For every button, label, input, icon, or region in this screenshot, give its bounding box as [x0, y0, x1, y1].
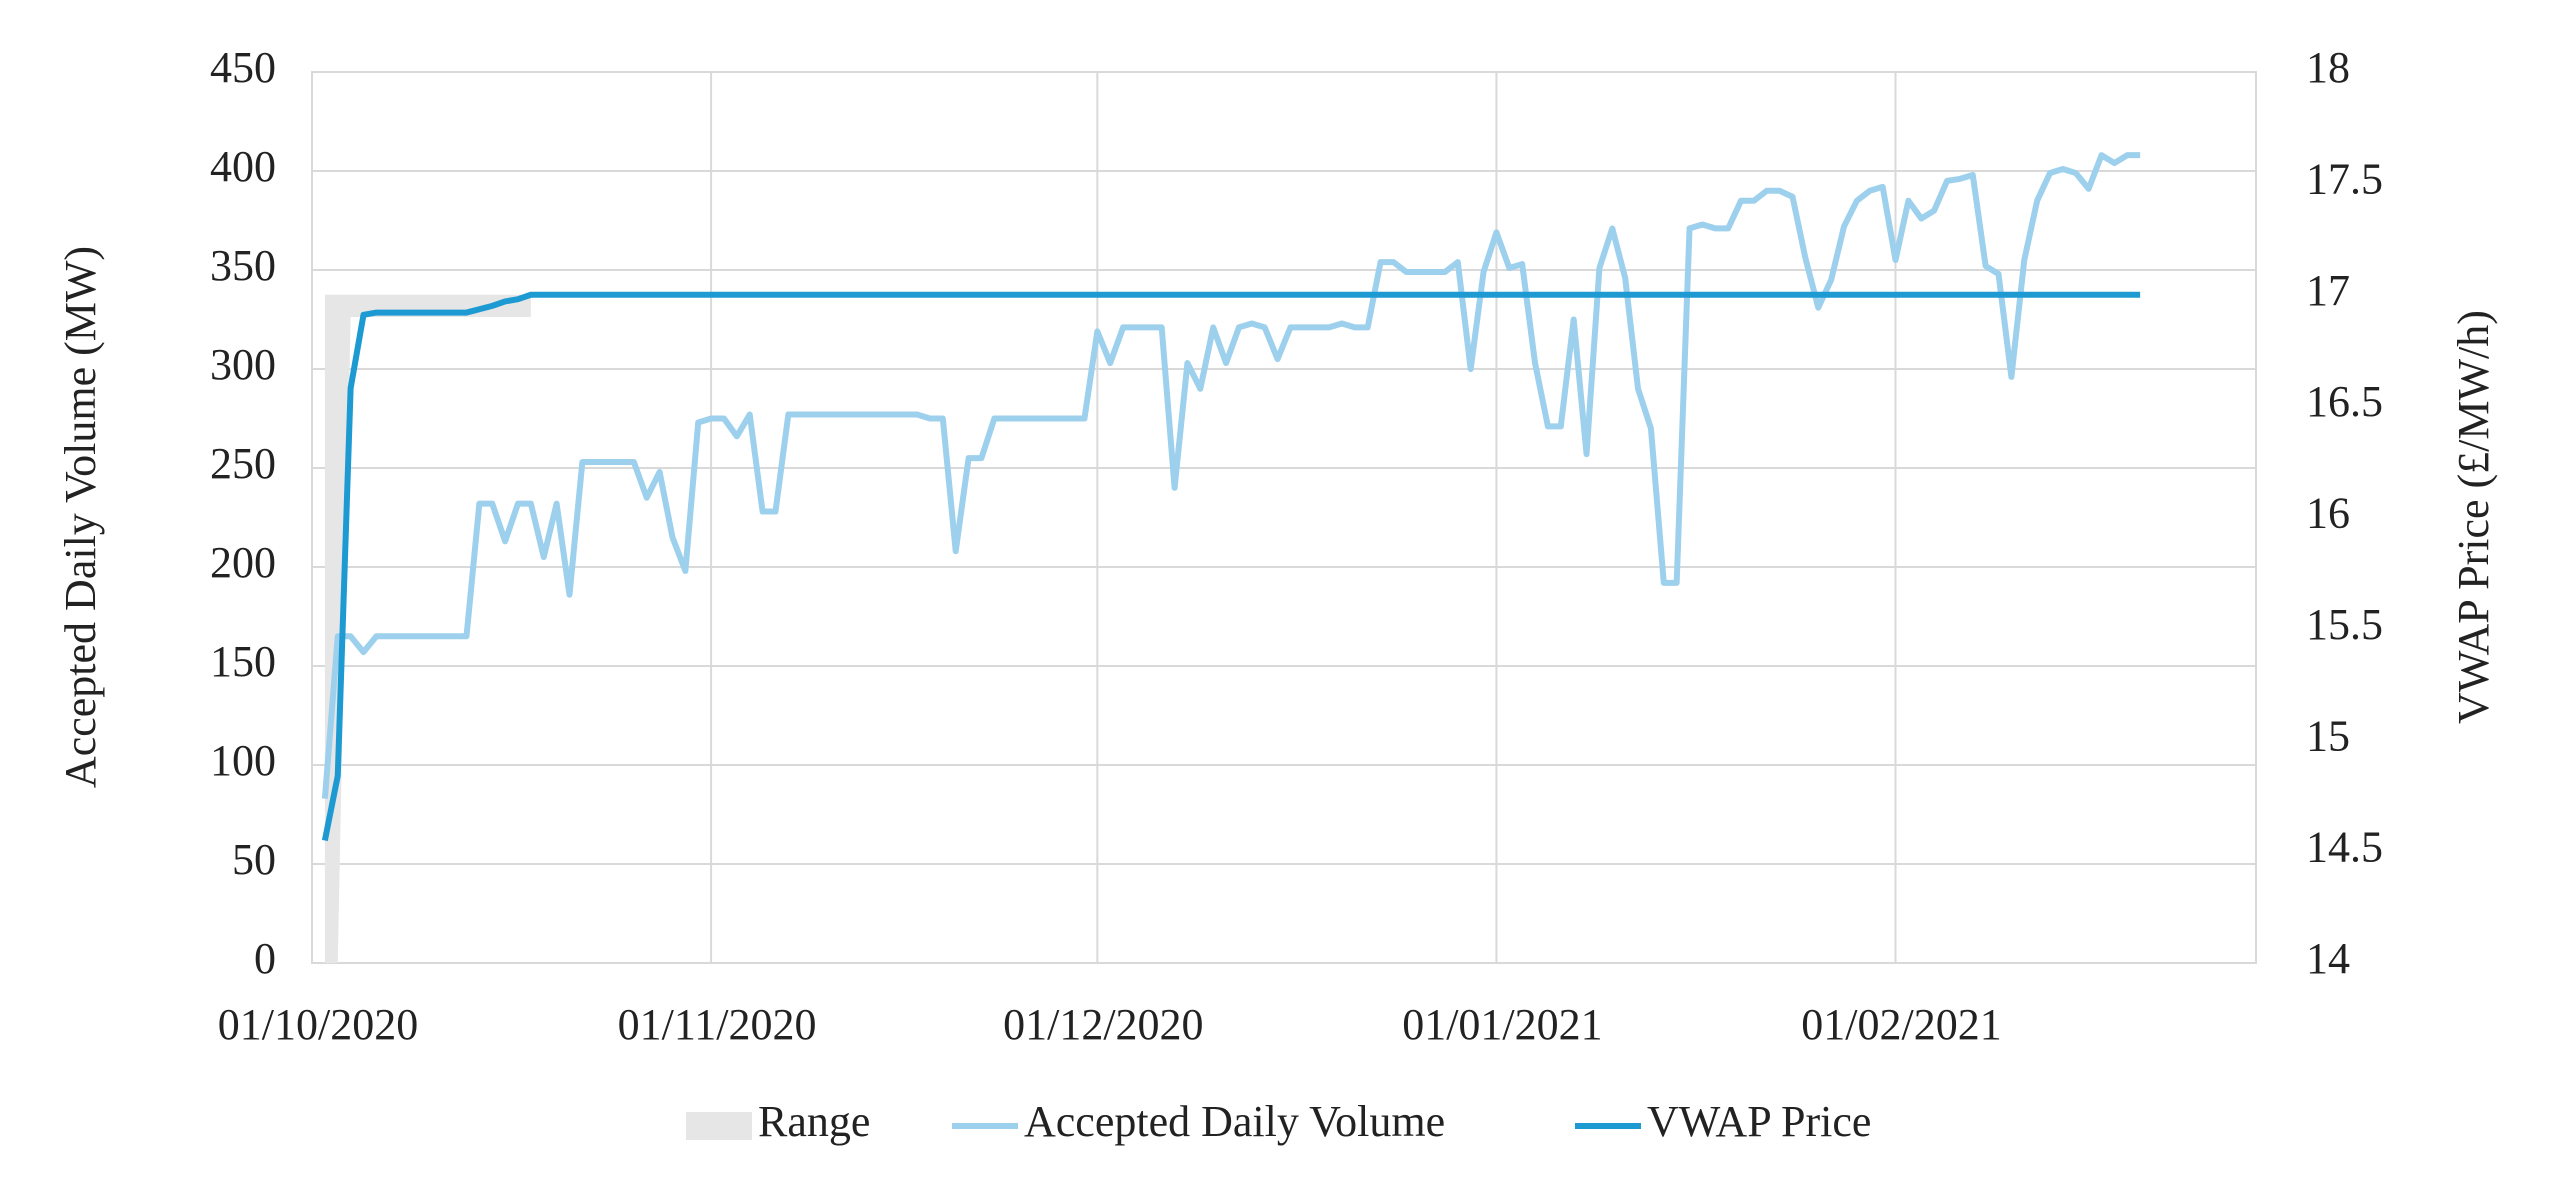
y-tick-label: 350 [210, 241, 276, 290]
y2-tick-label: 18 [2306, 43, 2350, 92]
y2-tick-label: 15 [2306, 711, 2350, 760]
y2-tick-label: 16 [2306, 489, 2350, 538]
legend-label: Accepted Daily Volume [1024, 1097, 1445, 1146]
y-tick-label: 200 [210, 538, 276, 587]
layer [321, 152, 2141, 963]
series-line [321, 152, 2141, 799]
y-tick-label: 400 [210, 142, 276, 191]
y2-axis-title: VWAP Price (£/MW/h) [2449, 310, 2498, 724]
y2-tick-label: 16.5 [2306, 377, 2383, 426]
y2-tick-label: 17.5 [2306, 154, 2383, 203]
legend-label: Range [758, 1097, 870, 1146]
y2-tick-label: 17 [2306, 266, 2350, 315]
y-tick-label: 300 [210, 340, 276, 389]
range-area [324, 294, 531, 963]
legend-swatch [686, 1112, 752, 1140]
y2-tick-label: 14 [2306, 934, 2350, 983]
y2-tick-label: 15.5 [2306, 600, 2383, 649]
y-tick-label: 250 [210, 439, 276, 488]
x-tick-label: 01/01/2021 [1402, 1000, 1602, 1049]
x-tick-label: 01/11/2020 [618, 1000, 817, 1049]
y2-tick-label: 14.5 [2306, 823, 2383, 872]
layer: 0 50 100 150 200 250 300 350 400 450 14 14.5 15 15.5 1… [210, 43, 2383, 1146]
plot-area [311, 71, 2257, 964]
x-tick-label: 01/12/2020 [1003, 1000, 1203, 1049]
y-tick-label: 0 [254, 934, 276, 983]
y-tick-label: 150 [210, 637, 276, 686]
series-line [321, 291, 2141, 842]
y-axis-title: Accepted Daily Volume (MW) [56, 246, 105, 788]
legend-label: VWAP Price [1647, 1097, 1871, 1146]
x-tick-label: 01/02/2021 [1801, 1000, 2001, 1049]
y-tick-label: 450 [210, 43, 276, 92]
y-tick-label: 50 [232, 835, 276, 884]
y-tick-label: 100 [210, 736, 276, 785]
x-tick-label: 01/10/2020 [218, 1000, 418, 1049]
layer [311, 71, 2257, 964]
